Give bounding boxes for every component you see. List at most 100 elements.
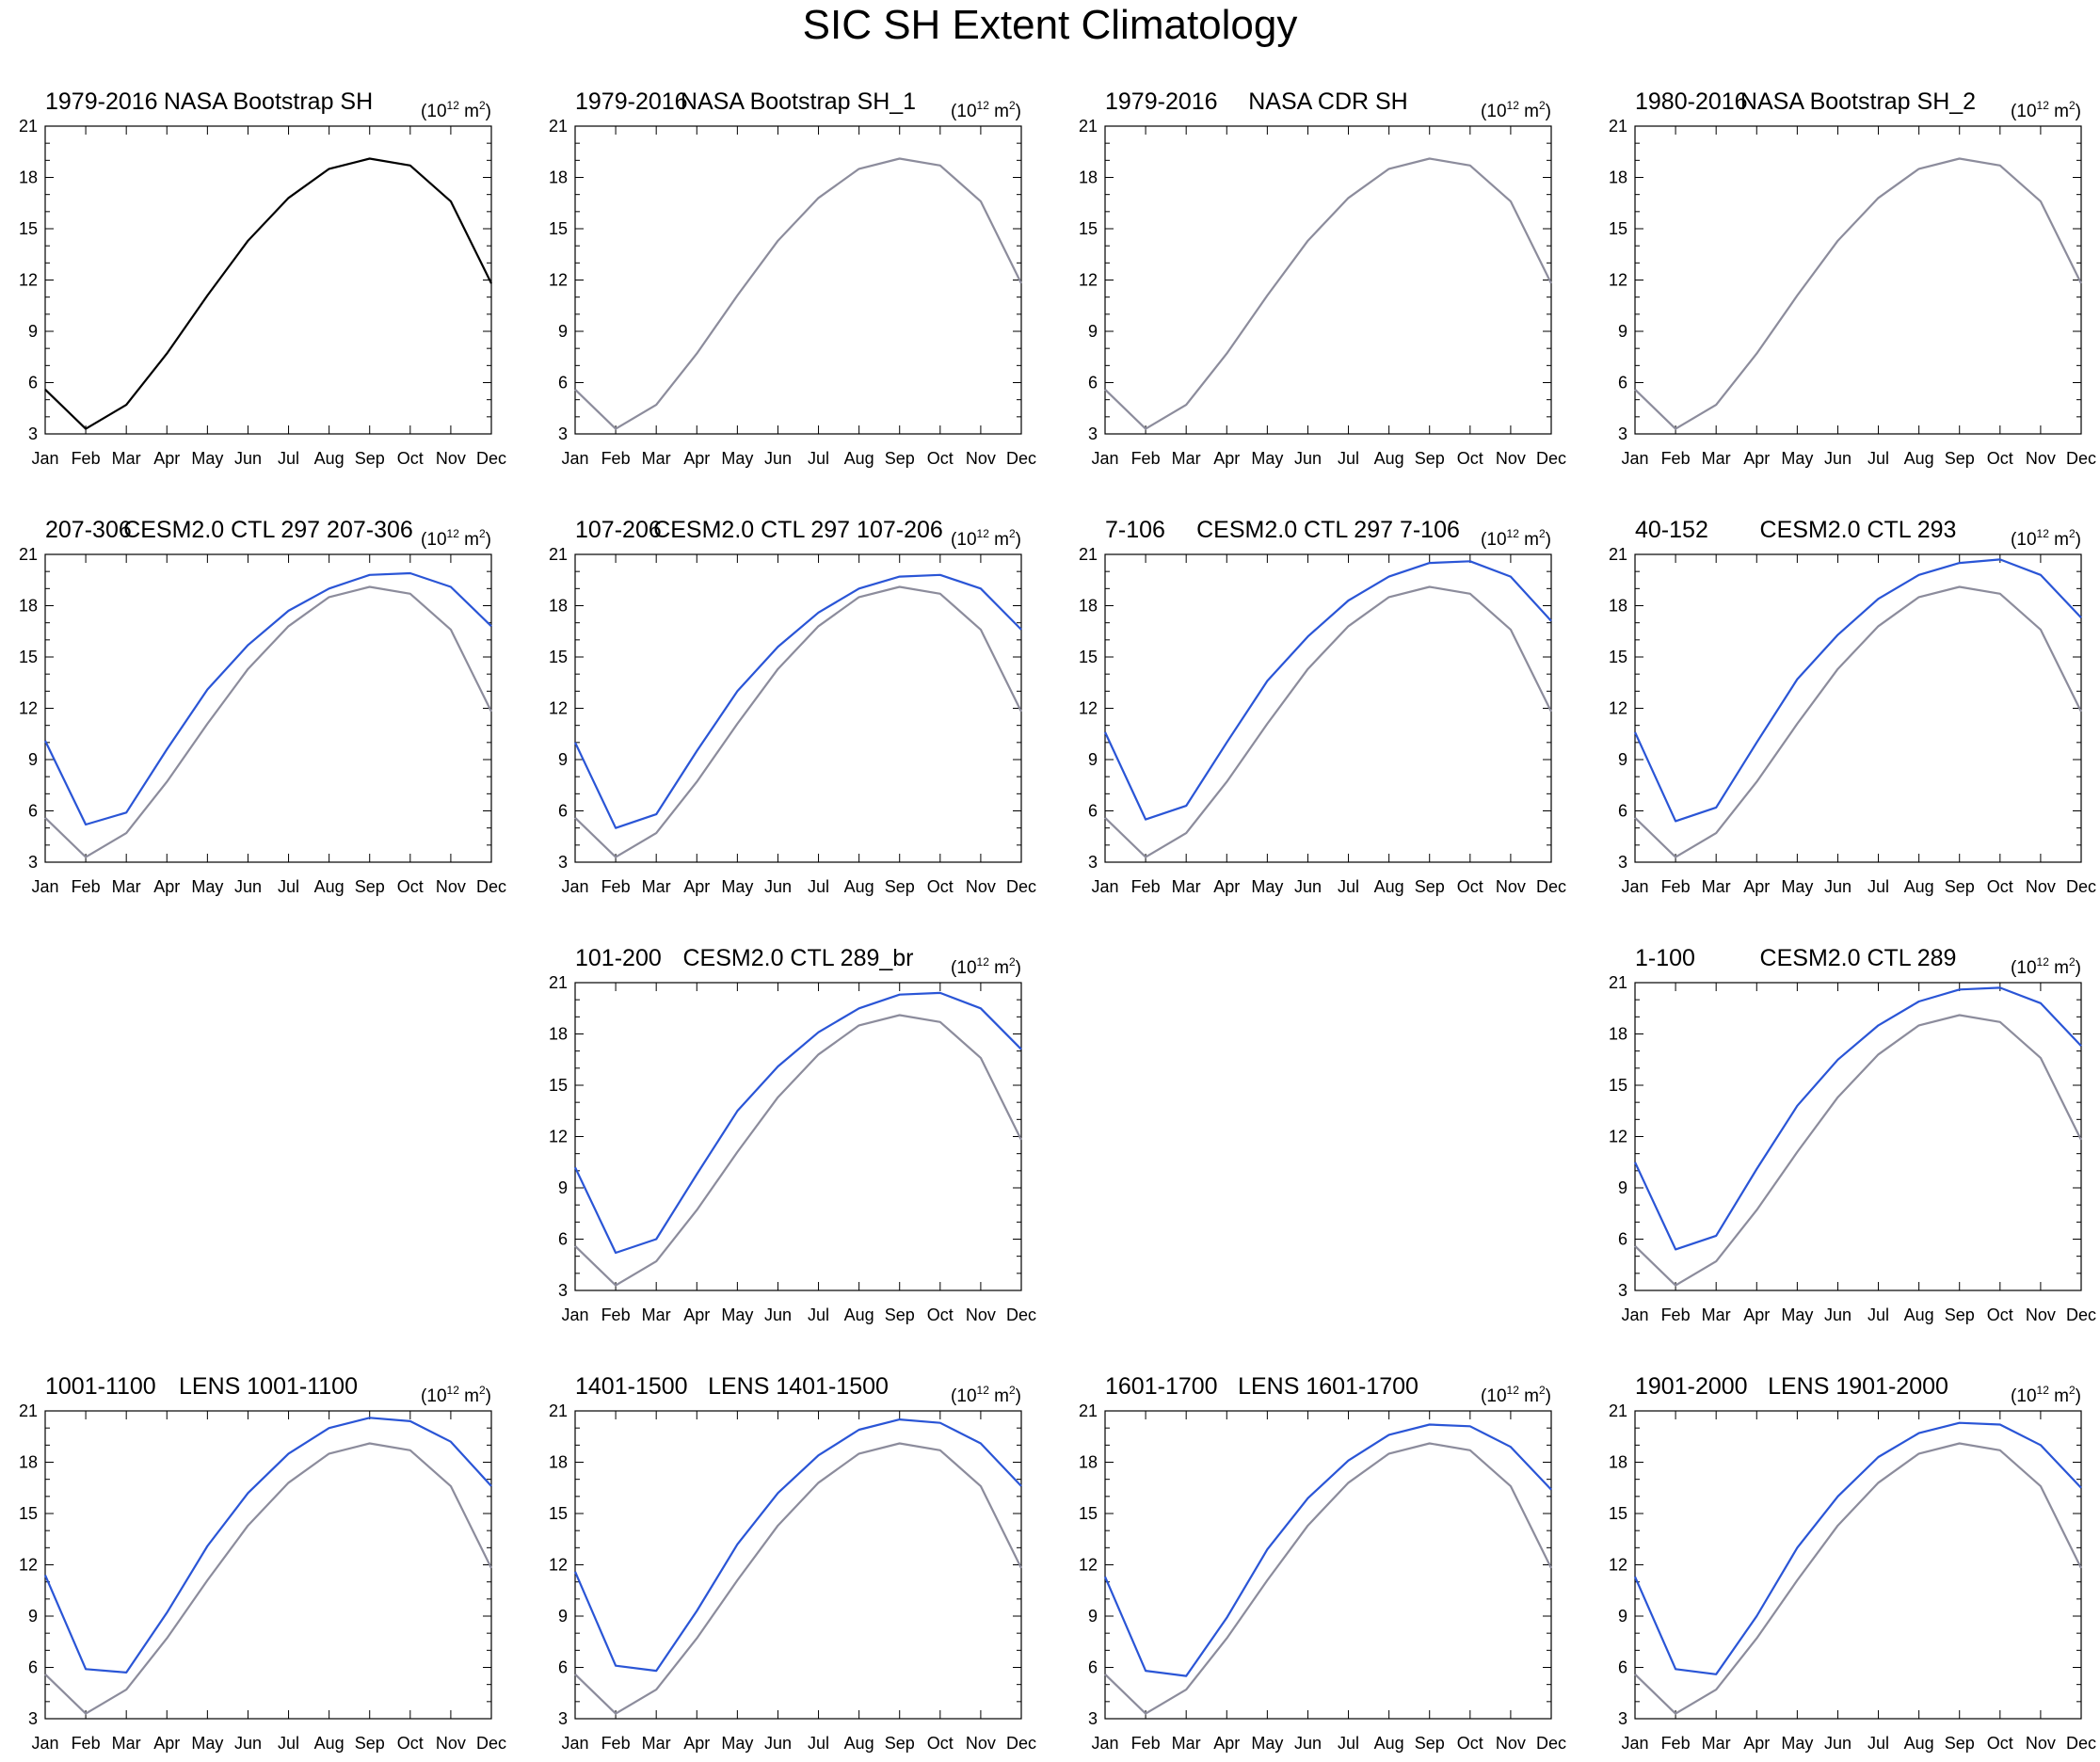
plot-frame bbox=[1104, 1410, 1552, 1720]
x-tick-label: Aug bbox=[844, 449, 874, 468]
x-tick-label: Jul bbox=[808, 1305, 829, 1324]
y-tick-label: 15 bbox=[549, 1076, 568, 1095]
x-tick-label: Mar bbox=[1702, 1305, 1731, 1324]
x-tick-label: Oct bbox=[397, 877, 424, 896]
chart-svg: 3 6 9 12 15 18 21 Jan Feb Mar Apr May Jun Jul Aug Sep Oc… bbox=[549, 117, 1036, 468]
x-tick-label: Nov bbox=[436, 877, 466, 896]
x-tick-label: Dec bbox=[1006, 1305, 1036, 1324]
units-unit: m bbox=[458, 1386, 479, 1406]
y-tick-label: 9 bbox=[558, 1607, 568, 1626]
panel-period-label: 207-306 bbox=[45, 517, 132, 543]
x-tick-label: Apr bbox=[683, 1305, 710, 1324]
units-unit-exponent: 2 bbox=[478, 99, 486, 112]
y-tick-label: 3 bbox=[1618, 853, 1627, 872]
panel-units-label: (1012 m2) bbox=[951, 519, 1021, 555]
units-base: (10 bbox=[421, 530, 447, 550]
x-tick-label: Nov bbox=[966, 449, 996, 468]
units-unit-exponent: 2 bbox=[1538, 1384, 1546, 1397]
x-tick-label: Feb bbox=[72, 877, 101, 896]
units-exponent: 12 bbox=[2036, 1384, 2049, 1397]
panel-title: CESM2.0 CTL 293 bbox=[1759, 517, 1957, 543]
y-tick-label: 6 bbox=[1088, 1658, 1098, 1677]
x-tick-label: Nov bbox=[436, 1734, 466, 1753]
x-tick-label: Oct bbox=[1457, 877, 1483, 896]
x-tick-label: Aug bbox=[1904, 449, 1934, 468]
y-tick-label: 21 bbox=[19, 1402, 38, 1420]
units-unit-exponent: 2 bbox=[1008, 1384, 1016, 1397]
series-line bbox=[1104, 585, 1552, 858]
panel-period-label: 40-152 bbox=[1635, 517, 1708, 543]
x-tick-label: Feb bbox=[1661, 1305, 1691, 1324]
y-tick-label: 15 bbox=[1609, 648, 1627, 666]
x-tick-label: Jun bbox=[764, 449, 792, 468]
x-tick-label: Jun bbox=[1294, 449, 1322, 468]
x-tick-label: Mar bbox=[1702, 877, 1731, 896]
x-tick-label: Sep bbox=[1945, 449, 1975, 468]
series-line bbox=[574, 1014, 1022, 1287]
y-tick-label: 12 bbox=[1079, 1556, 1098, 1575]
units-unit-exponent: 2 bbox=[478, 527, 486, 540]
x-tick-label: Jun bbox=[234, 877, 262, 896]
y-tick-label: 9 bbox=[1088, 1607, 1098, 1626]
panel-title: LENS 1001-1100 bbox=[179, 1373, 358, 1400]
x-tick-label: Jan bbox=[1621, 1305, 1648, 1324]
series-line bbox=[1104, 1442, 1552, 1715]
units-exponent: 12 bbox=[446, 99, 459, 112]
y-tick-label: 21 bbox=[549, 117, 568, 136]
chart-panel: 101-200 CESM2.0 CTL 289_br (1012 m2) 3 6 9 12 1… bbox=[530, 943, 1057, 1329]
units-unit-exponent: 2 bbox=[1538, 527, 1546, 540]
panel-units-label: (1012 m2) bbox=[1481, 1375, 1551, 1412]
y-tick-label: 15 bbox=[1609, 1504, 1627, 1523]
x-tick-label: Nov bbox=[1496, 877, 1526, 896]
units-unit: m bbox=[988, 530, 1009, 550]
chart-panel: 1-100 CESM2.0 CTL 289 (1012 m2) 3 6 9 12 15 18 21… bbox=[1590, 943, 2100, 1329]
plot-frame bbox=[1634, 125, 2082, 435]
chart-panel: 107-206 CESM2.0 CTL 297 107-206 (1012 m2) 3… bbox=[530, 515, 1057, 901]
x-tick-label: Apr bbox=[1743, 1305, 1770, 1324]
panel-units-label: (1012 m2) bbox=[951, 90, 1021, 127]
y-tick-label: 9 bbox=[1618, 750, 1627, 769]
units-close: ) bbox=[485, 1386, 491, 1406]
units-exponent: 12 bbox=[2036, 99, 2049, 112]
x-tick-label: Oct bbox=[927, 1734, 954, 1753]
x-tick-label: Mar bbox=[112, 449, 141, 468]
units-exponent: 12 bbox=[976, 955, 989, 969]
panel-title: NASA Bootstrap SH_1 bbox=[680, 88, 917, 115]
units-unit: m bbox=[458, 102, 479, 121]
x-tick-label: Jul bbox=[278, 449, 299, 468]
x-tick-label: Dec bbox=[2066, 1305, 2096, 1324]
x-tick-label: Nov bbox=[966, 1305, 996, 1324]
y-tick-label: 21 bbox=[1609, 545, 1627, 564]
units-exponent: 12 bbox=[1506, 1384, 1519, 1397]
plot-frame bbox=[44, 125, 492, 435]
series-line bbox=[1634, 986, 2082, 1251]
x-tick-label: Sep bbox=[885, 877, 915, 896]
series-line bbox=[1634, 585, 2082, 858]
units-close: ) bbox=[1015, 530, 1021, 550]
panel-units-label: (1012 m2) bbox=[2011, 947, 2081, 984]
x-tick-label: Feb bbox=[72, 449, 101, 468]
units-exponent: 12 bbox=[446, 1384, 459, 1397]
x-tick-label: May bbox=[191, 877, 223, 896]
y-tick-label: 3 bbox=[1618, 424, 1627, 443]
panel-units-label: (1012 m2) bbox=[421, 90, 491, 127]
plot-frame bbox=[1634, 553, 2082, 863]
y-tick-label: 9 bbox=[28, 322, 38, 341]
units-close: ) bbox=[2075, 958, 2081, 978]
chart-svg: 3 6 9 12 15 18 21 Jan Feb Mar Apr May Jun Jul Aug Sep Oc… bbox=[1079, 1402, 1566, 1753]
plot-frame bbox=[574, 125, 1022, 435]
x-tick-label: Jul bbox=[1338, 877, 1359, 896]
y-tick-label: 6 bbox=[558, 802, 568, 821]
x-tick-label: Feb bbox=[601, 1734, 631, 1753]
x-tick-label: Mar bbox=[1702, 449, 1731, 468]
panel-period-label: 107-206 bbox=[575, 517, 662, 543]
x-tick-label: Nov bbox=[966, 1734, 996, 1753]
y-tick-label: 12 bbox=[19, 1556, 38, 1575]
y-tick-label: 21 bbox=[1079, 117, 1098, 136]
y-tick-label: 6 bbox=[1618, 1230, 1627, 1249]
x-tick-label: Sep bbox=[355, 449, 385, 468]
x-tick-label: Dec bbox=[1006, 877, 1036, 896]
units-close: ) bbox=[1015, 1386, 1021, 1406]
y-tick-label: 18 bbox=[1609, 1025, 1627, 1044]
